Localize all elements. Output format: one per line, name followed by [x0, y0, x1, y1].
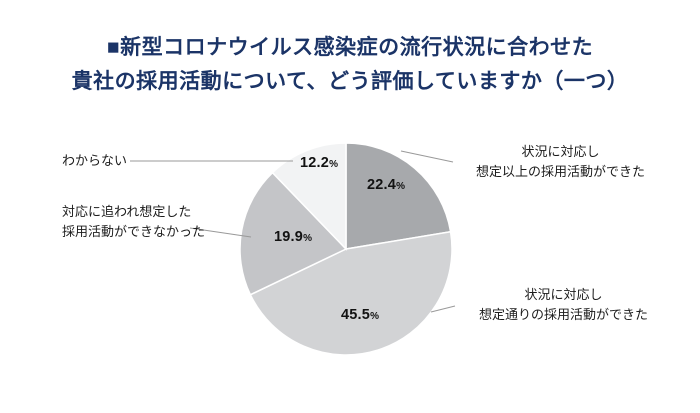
pie-slice-2	[239, 171, 348, 296]
pie-slice-1	[249, 230, 453, 356]
slice-callout-2: 対応に追われ想定した 採用活動ができなかった	[62, 204, 206, 239]
chart-title: ■新型コロナウイルス感染症の流行状況に合わせた 貴社の採用活動について、どう評価…	[0, 31, 700, 99]
percent-label-0: 22.4%	[367, 177, 405, 193]
slice-callout-0: 状況に対応し 想定以上の採用活動ができた	[475, 144, 645, 179]
leader-line-2	[189, 227, 252, 238]
chart-title-line-2: 貴社の採用活動について、どう評価していますか（一つ）	[71, 70, 629, 93]
percent-label-2: 19.9%	[274, 229, 312, 245]
chart-title-line-1: ■新型コロナウイルス感染症の流行状況に合わせた	[106, 36, 594, 59]
leader-line-0	[400, 150, 454, 163]
percent-label-1: 45.5%	[341, 307, 379, 323]
pie-slice-3	[271, 142, 347, 251]
slice-callout-1: 状況に対応し 想定通りの採用活動ができた	[478, 287, 648, 322]
leader-line-1	[430, 305, 456, 313]
pie-slice-0	[345, 142, 452, 250]
slice-callout-3: わからない	[62, 153, 128, 168]
percent-label-3: 12.2%	[300, 155, 338, 171]
